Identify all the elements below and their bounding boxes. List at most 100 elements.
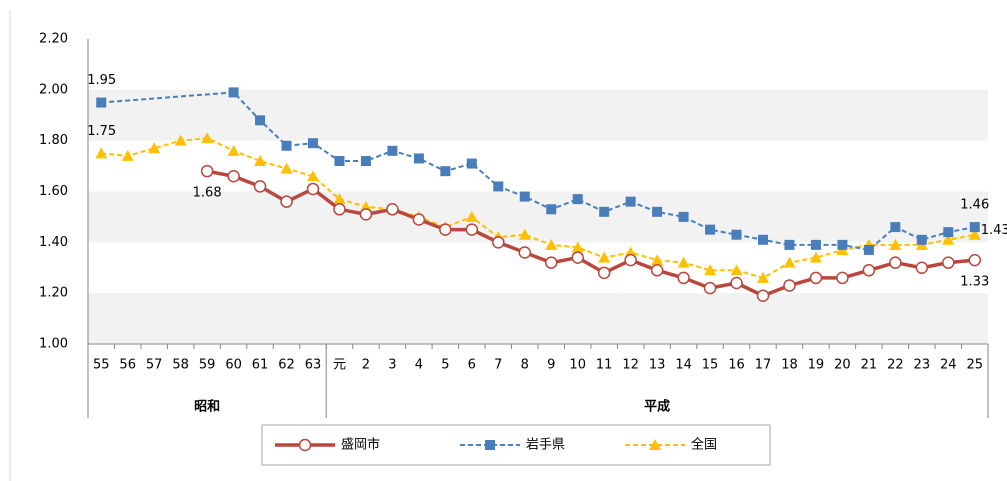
data-label: 1.95	[87, 73, 116, 88]
point	[227, 170, 240, 183]
point	[756, 289, 770, 302]
point	[677, 271, 690, 285]
x-tick-label: 20	[834, 358, 851, 373]
x-tick-label: 2	[362, 358, 370, 373]
x-tick-label: 10	[569, 358, 586, 373]
point	[95, 147, 108, 159]
legend-marker	[298, 438, 312, 452]
point	[253, 180, 267, 193]
point	[890, 222, 901, 233]
x-tick-label: 8	[521, 358, 529, 373]
point	[413, 153, 424, 164]
point	[359, 208, 373, 221]
x-tick-label: 4	[415, 358, 423, 373]
point	[439, 223, 452, 236]
legend-item: 全国	[625, 437, 717, 453]
data-label: 1.75	[87, 124, 116, 139]
point	[836, 271, 849, 285]
point	[968, 253, 982, 267]
x-tick-label: 56	[119, 358, 136, 373]
x-tick-label: 25	[966, 358, 983, 373]
x-tick-label: 18	[781, 358, 798, 373]
point	[942, 256, 955, 269]
point	[837, 239, 848, 250]
point	[678, 211, 689, 222]
point	[704, 264, 717, 276]
x-tick-label: 5	[441, 358, 449, 373]
x-tick-label: 3	[388, 358, 396, 373]
point	[387, 145, 398, 156]
data-label: 1.33	[960, 275, 989, 290]
x-tick-label: 17	[755, 358, 772, 373]
x-tick-label: 元	[333, 358, 346, 373]
x-tick-label: 19	[808, 358, 825, 373]
point	[174, 134, 187, 146]
point	[968, 228, 981, 240]
x-tick-label: 16	[728, 358, 745, 373]
point	[809, 251, 822, 263]
x-tick-label: 13	[649, 358, 666, 373]
point	[544, 256, 558, 269]
point	[518, 246, 532, 259]
x-tick-label: 60	[225, 358, 242, 373]
point	[307, 170, 319, 182]
point	[493, 181, 504, 192]
x-tick-label: 62	[278, 358, 295, 373]
point	[758, 234, 768, 245]
point	[652, 206, 663, 217]
x-tick-label: 21	[861, 358, 878, 373]
point	[306, 182, 320, 196]
point	[889, 238, 902, 250]
point	[757, 271, 769, 283]
point	[730, 276, 743, 290]
point	[200, 164, 214, 178]
x-tick-label: 7	[494, 358, 502, 373]
point	[677, 256, 690, 268]
legend-item: 岩手県	[460, 438, 565, 453]
point	[466, 158, 477, 169]
point	[121, 149, 134, 161]
point	[546, 204, 557, 215]
point	[148, 142, 161, 154]
x-tick-label: 58	[172, 358, 189, 373]
point	[651, 254, 664, 266]
point	[809, 271, 823, 285]
point	[783, 256, 796, 268]
point	[465, 210, 478, 222]
legend-item: 盛岡市	[275, 437, 380, 453]
point	[916, 234, 927, 245]
legend-marker	[649, 439, 661, 450]
point	[703, 281, 717, 295]
point	[412, 213, 426, 226]
point	[571, 241, 584, 253]
x-tick-label: 12	[622, 358, 639, 373]
x-tick-label: 15	[702, 358, 719, 373]
legend-label: 盛岡市	[341, 437, 380, 453]
point	[280, 162, 293, 174]
point	[650, 264, 664, 277]
point	[227, 144, 240, 156]
x-tick-label: 9	[547, 358, 555, 373]
x-tick-label: 61	[252, 358, 269, 373]
x-tick-label: 6	[468, 358, 476, 373]
point	[545, 238, 558, 250]
point	[625, 196, 636, 207]
grid-band	[88, 191, 988, 243]
group-label: 昭和	[194, 399, 220, 415]
point	[889, 256, 902, 269]
point	[915, 261, 929, 274]
point	[280, 195, 293, 208]
point	[572, 194, 583, 205]
x-tick-label: 11	[596, 358, 613, 373]
point	[255, 115, 266, 126]
point	[519, 191, 530, 202]
point	[308, 138, 318, 149]
legend-marker	[485, 440, 495, 450]
point	[386, 203, 399, 216]
point	[942, 233, 955, 245]
point	[783, 279, 796, 292]
x-tick-label: 55	[93, 358, 110, 373]
point	[599, 206, 610, 217]
x-tick-label: 23	[914, 358, 931, 373]
